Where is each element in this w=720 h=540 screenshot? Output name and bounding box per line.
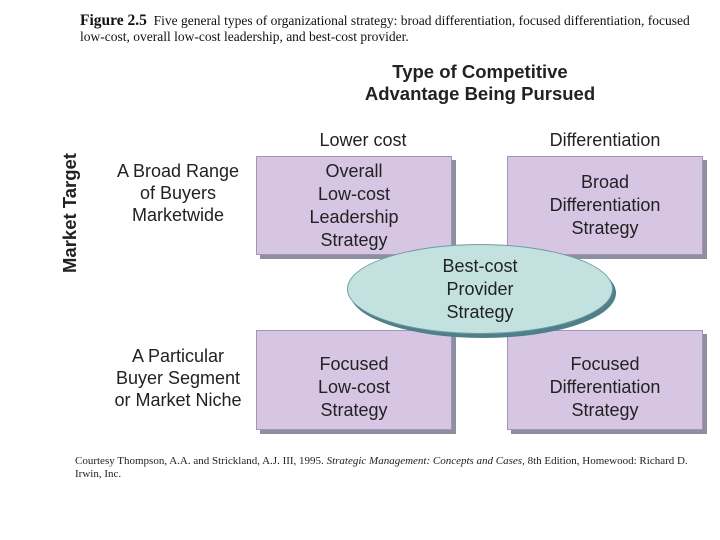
column-header-differentiation: Differentiation xyxy=(549,130,661,150)
best-cost-provider-ellipse: Best-cost Provider Strategy xyxy=(347,244,613,334)
figure-label: Figure 2.5 xyxy=(80,12,147,29)
source-credit-publisher: 8th Edition, Homewood: Richard D. Irwin,… xyxy=(75,455,688,480)
row-header-broad-range: A Broad Range of Buyers Marketwide xyxy=(116,161,240,225)
cell-overall-low-cost-leadership-label: Overall Low-cost Leadership Strategy xyxy=(309,160,399,250)
cell-focused-low-cost: Focused Low-cost Strategy xyxy=(256,330,452,430)
top-axis-title: Type of Competitive Advantage Being Purs… xyxy=(330,61,630,105)
cell-focused-differentiation: Focused Differentiation Strategy xyxy=(507,330,703,430)
best-cost-provider-label: Best-cost Provider Strategy xyxy=(442,255,518,322)
column-header-lower-cost: Lower cost xyxy=(319,130,407,150)
source-credit-book-title: Strategic Management: Concepts and Cases… xyxy=(326,455,525,467)
cell-focused-low-cost-label: Focused Low-cost Strategy xyxy=(317,353,391,420)
cell-focused-differentiation-label: Focused Differentiation Strategy xyxy=(549,353,661,420)
cell-broad-differentiation-label: Broad Differentiation Strategy xyxy=(549,172,661,238)
cell-broad-differentiation: Broad Differentiation Strategy xyxy=(507,156,703,255)
row-header-market-niche: A Particular Buyer Segment or Market Nic… xyxy=(114,346,242,410)
source-credit-authors: Courtesy Thompson, A.A. and Strickland, … xyxy=(75,455,327,467)
top-axis-title-line2: Advantage Being Pursued xyxy=(364,83,596,104)
top-axis-title-line1: Type of Competitive xyxy=(392,61,568,82)
figure-caption-text: Five general types of organizational str… xyxy=(80,13,690,44)
cell-overall-low-cost-leadership: Overall Low-cost Leadership Strategy xyxy=(256,156,452,255)
side-axis-title: Market Target xyxy=(59,153,80,273)
figure-caption: Figure 2.5 Five general types of organiz… xyxy=(80,13,710,45)
source-credit: Courtesy Thompson, A.A. and Strickland, … xyxy=(75,455,695,481)
